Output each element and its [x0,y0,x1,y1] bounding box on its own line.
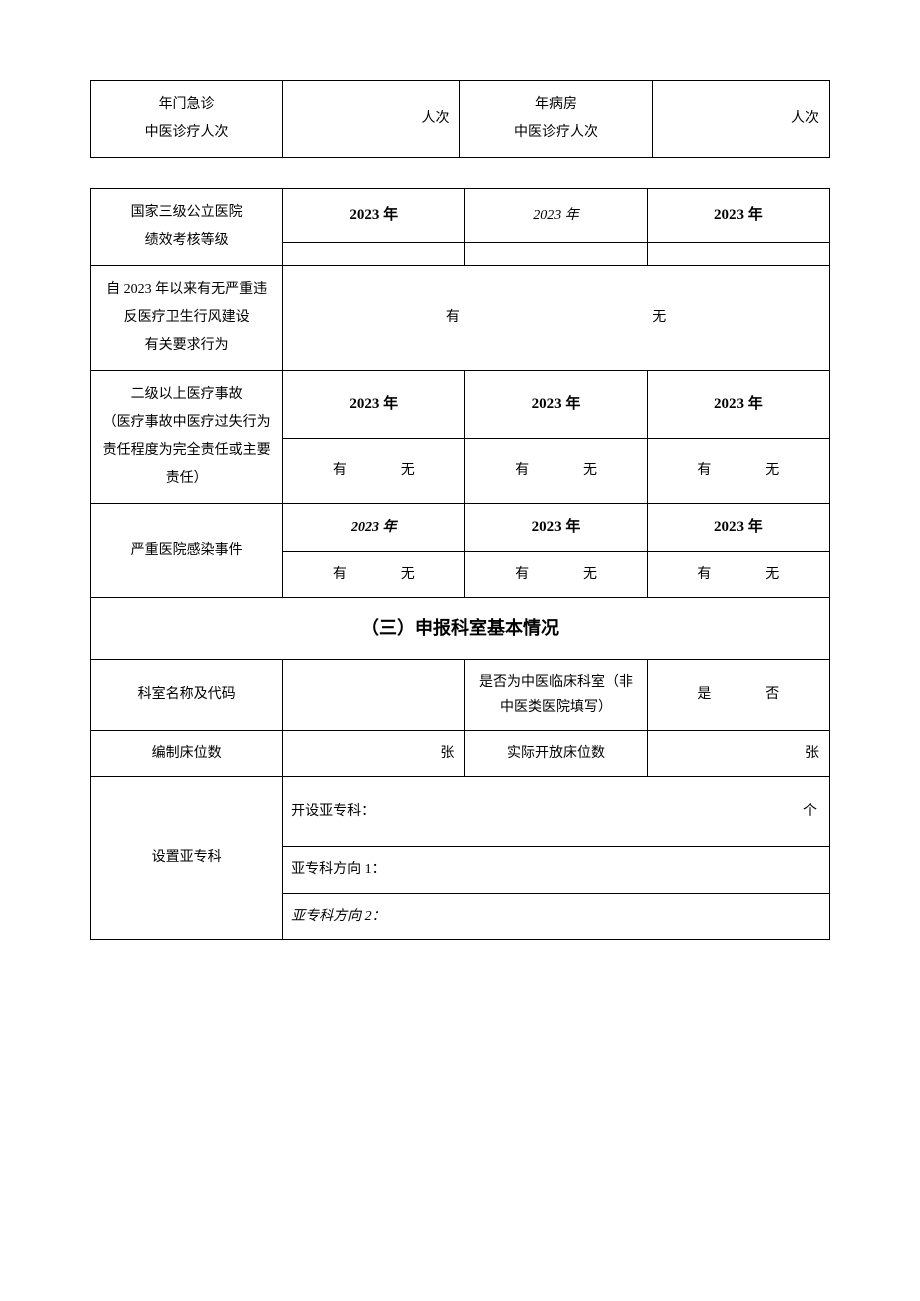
table-row: 二级以上医疗事故 （医疗事故中医疗过失行为 责任程度为完全责任或主要 责任） 2… [91,371,830,439]
perf-year-2: 2023 年 [465,189,647,243]
table-annual-visits: 年门急诊 中医诊疗人次 人次 年病房 中医诊疗人次 人次 [90,80,830,158]
label-inpatient-tcm: 年病房 中医诊疗人次 [460,81,652,158]
table-row: 科室名称及代码 是否为中医临床科室（非 中医类医院填写） 是 否 [91,659,830,730]
table-main: 国家三级公立医院 绩效考核等级 2023 年 2023 年 2023 年 自 2… [90,188,830,940]
table-row: 编制床位数 张 实际开放床位数 张 [91,730,830,776]
violation-yesno: 有 无 [283,266,830,371]
accident-year-3: 2023 年 [647,371,829,439]
value-authorized-beds: 张 [283,730,465,776]
value-open-beds: 张 [647,730,829,776]
table-row: 严重医院感染事件 2023 年 2023 年 2023 年 [91,504,830,552]
perf-value-3 [647,242,829,265]
table-row: 年门急诊 中医诊疗人次 人次 年病房 中医诊疗人次 人次 [91,81,830,158]
section-3-header: （三）申报科室基本情况 [91,598,830,659]
accident-year-2: 2023 年 [465,371,647,439]
accident-yn-3: 有 无 [647,438,829,503]
value-inpatient-tcm: 人次 [652,81,829,158]
value-outpatient-tcm: 人次 [283,81,460,158]
table-row: （三）申报科室基本情况 [91,598,830,659]
infection-year-2: 2023 年 [465,504,647,552]
perf-year-3: 2023 年 [647,189,829,243]
accident-year-1: 2023 年 [283,371,465,439]
label-is-tcm-dept: 是否为中医临床科室（非 中医类医院填写） [465,659,647,730]
infection-yn-2: 有 无 [465,552,647,598]
perf-value-1 [283,242,465,265]
infection-yn-3: 有 无 [647,552,829,598]
accident-yn-1: 有 无 [283,438,465,503]
label-accident: 二级以上医疗事故 （医疗事故中医疗过失行为 责任程度为完全责任或主要 责任） [91,371,283,504]
subspecialty-count: 开设亚专科： 个 [283,777,830,847]
perf-value-2 [465,242,647,265]
label-infection: 严重医院感染事件 [91,504,283,598]
value-dept-name-code [283,659,465,730]
table-row: 国家三级公立医院 绩效考核等级 2023 年 2023 年 2023 年 [91,189,830,243]
subspecialty-direction-2: 亚专科方向 2： [283,893,830,939]
label-outpatient-tcm: 年门急诊 中医诊疗人次 [91,81,283,158]
infection-yn-1: 有 无 [283,552,465,598]
label-subspecialty: 设置亚专科 [91,777,283,940]
accident-yn-2: 有 无 [465,438,647,503]
label-violation: 自 2023 年以来有无严重违 反医疗卫生行风建设 有关要求行为 [91,266,283,371]
perf-year-1: 2023 年 [283,189,465,243]
subspecialty-direction-1: 亚专科方向 1： [283,847,830,893]
table-row: 自 2023 年以来有无严重违 反医疗卫生行风建设 有关要求行为 有 无 [91,266,830,371]
label-open-beds: 实际开放床位数 [465,730,647,776]
value-is-tcm-dept: 是 否 [647,659,829,730]
label-performance-grade: 国家三级公立医院 绩效考核等级 [91,189,283,266]
label-authorized-beds: 编制床位数 [91,730,283,776]
infection-year-3: 2023 年 [647,504,829,552]
label-dept-name-code: 科室名称及代码 [91,659,283,730]
infection-year-1: 2023 年 [283,504,465,552]
table-row: 设置亚专科 开设亚专科： 个 [91,777,830,847]
